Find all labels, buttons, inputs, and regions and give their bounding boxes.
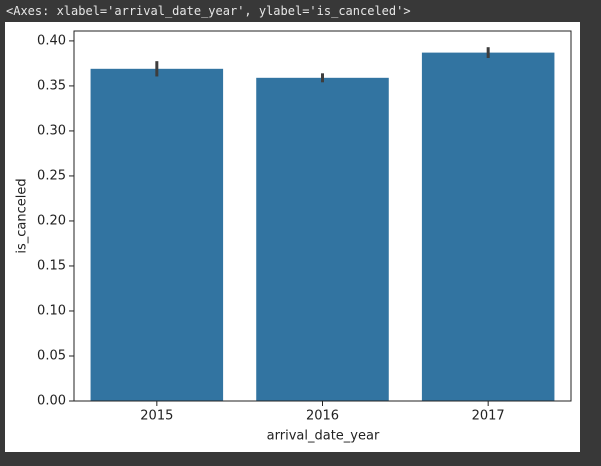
y-axis-label: is_canceled bbox=[15, 178, 30, 253]
y-tick-label: 0.35 bbox=[37, 78, 66, 93]
output-text: <Axes: xlabel='arrival_date_year', ylabe… bbox=[6, 4, 411, 18]
y-tick-label: 0.20 bbox=[37, 213, 66, 228]
bar bbox=[90, 68, 224, 402]
y-tick-label: 0.00 bbox=[37, 394, 66, 409]
bar bbox=[256, 77, 389, 401]
x-tick-label: 2016 bbox=[306, 409, 339, 424]
y-tick-label: 0.40 bbox=[37, 33, 66, 48]
y-tick-label: 0.25 bbox=[37, 168, 66, 183]
x-tick-label: 2017 bbox=[472, 409, 505, 424]
y-tick-label: 0.15 bbox=[37, 258, 66, 273]
axes-frame bbox=[73, 30, 572, 402]
x-axis-label: arrival_date_year bbox=[267, 429, 380, 444]
y-tick-label: 0.30 bbox=[37, 123, 66, 138]
x-tick-label: 2015 bbox=[140, 409, 173, 424]
y-tick-label: 0.05 bbox=[37, 348, 66, 363]
bar bbox=[421, 52, 555, 402]
y-tick-label: 0.10 bbox=[37, 303, 66, 318]
